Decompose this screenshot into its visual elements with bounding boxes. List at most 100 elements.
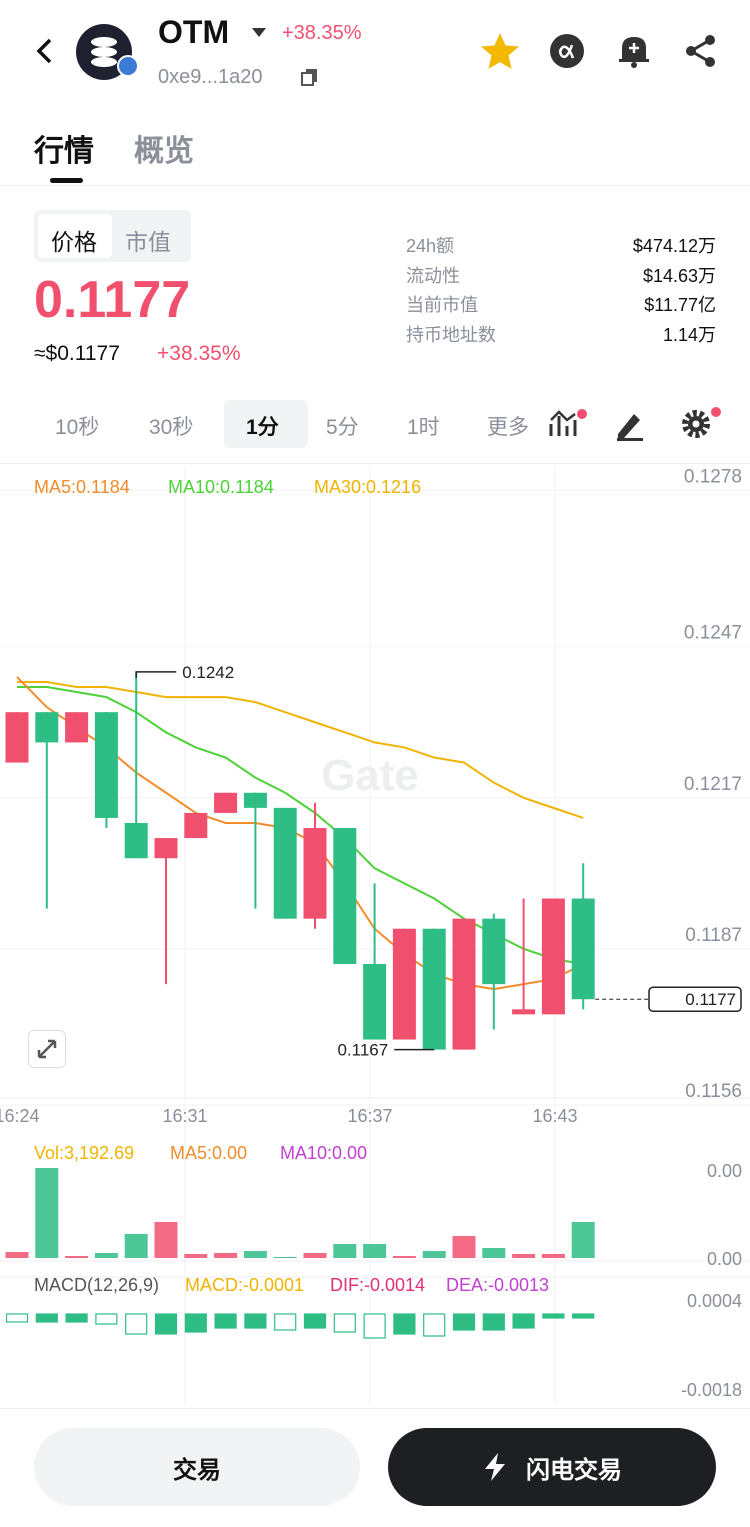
volume-bar bbox=[35, 1168, 59, 1258]
candle-body bbox=[35, 712, 59, 743]
macd-bar bbox=[65, 1313, 88, 1323]
ma-legend: MA30:0.1216 bbox=[314, 477, 421, 497]
volume-legend: MA5:0.00 bbox=[170, 1143, 247, 1163]
token-name: OTM bbox=[158, 14, 230, 50]
candle-body bbox=[273, 807, 297, 919]
volume-bar bbox=[124, 1233, 148, 1258]
volume-bar bbox=[243, 1250, 267, 1258]
flash-trade-button[interactable]: 闪电交易 bbox=[388, 1428, 716, 1506]
macd-bar bbox=[35, 1313, 58, 1323]
candle-body bbox=[482, 918, 506, 985]
volume-bar bbox=[392, 1256, 416, 1258]
volume-bar bbox=[571, 1222, 595, 1258]
macd-bar bbox=[542, 1313, 565, 1319]
tab-active[interactable]: 行情 bbox=[34, 135, 94, 168]
trade-button[interactable]: 交易 bbox=[34, 1428, 360, 1506]
price-usd: ≈$0.1177 bbox=[34, 342, 120, 365]
price: 0.1177 bbox=[34, 271, 191, 329]
candle-body bbox=[422, 928, 446, 1050]
macd-bar bbox=[274, 1313, 297, 1331]
expand-button[interactable] bbox=[28, 1030, 66, 1068]
stat-value: $474.12万 bbox=[632, 236, 716, 256]
settings-icon[interactable] bbox=[680, 404, 724, 442]
interval[interactable]: 5分 bbox=[326, 416, 359, 439]
macd-axis-label: -0.0018 bbox=[681, 1380, 742, 1400]
divider bbox=[0, 1408, 750, 1409]
candle-body bbox=[541, 898, 565, 1015]
interval[interactable]: 1分 bbox=[246, 416, 279, 439]
copy-icon[interactable] bbox=[300, 67, 320, 87]
volume-bar bbox=[184, 1253, 208, 1258]
candle-body bbox=[154, 838, 178, 859]
volume-bar bbox=[482, 1248, 506, 1258]
volume-bar bbox=[333, 1243, 357, 1258]
interval[interactable]: 30秒 bbox=[149, 416, 194, 439]
dropdown[interactable] bbox=[250, 26, 270, 40]
alpha-icon[interactable] bbox=[548, 32, 586, 70]
watermark: Gate bbox=[321, 751, 419, 800]
y-tick-label: 0.1156 bbox=[685, 1081, 742, 1102]
y-tick-label: 0.1217 bbox=[684, 774, 742, 795]
alert-icon[interactable] bbox=[616, 32, 652, 70]
y-tick-label: 0.1278 bbox=[684, 467, 742, 488]
back-button[interactable] bbox=[30, 34, 60, 68]
low-label: 0.1167 bbox=[337, 1041, 388, 1060]
volume-legend: MA10:0.00 bbox=[280, 1143, 367, 1163]
volume-bar bbox=[303, 1252, 327, 1258]
favorite-icon[interactable] bbox=[478, 30, 522, 74]
last-price-box bbox=[648, 986, 742, 1012]
macd-bar bbox=[482, 1313, 505, 1331]
candle-body bbox=[303, 828, 327, 919]
macd-bar bbox=[214, 1313, 237, 1329]
stat-value: $14.63万 bbox=[642, 265, 716, 286]
token-icon bbox=[76, 24, 139, 80]
button-label: 交易 bbox=[173, 1456, 221, 1484]
tab[interactable]: 概览 bbox=[134, 135, 194, 168]
macd-bar bbox=[244, 1313, 267, 1329]
candle-body bbox=[243, 792, 267, 808]
macd-bar bbox=[303, 1313, 327, 1329]
volume-bar bbox=[452, 1236, 476, 1258]
bolt-icon bbox=[485, 1453, 505, 1481]
toggle-option[interactable]: 市值 bbox=[125, 229, 171, 255]
candle-body bbox=[184, 812, 208, 839]
volume-bar bbox=[512, 1253, 536, 1258]
y-tick-label: 0.1187 bbox=[685, 925, 742, 946]
macd-bar bbox=[184, 1313, 207, 1333]
candle-body bbox=[94, 712, 118, 818]
macd-bar bbox=[572, 1313, 595, 1319]
candle-body bbox=[571, 898, 595, 1000]
macd-bar bbox=[393, 1313, 416, 1335]
high-pointer bbox=[135, 671, 177, 678]
interval-active-bg bbox=[224, 400, 308, 448]
candle-body bbox=[124, 822, 148, 859]
ma-legend: MA10:0.1184 bbox=[168, 477, 274, 497]
macd-bar bbox=[125, 1313, 148, 1335]
toggle-option[interactable]: 价格 bbox=[51, 229, 97, 255]
macd-bar bbox=[95, 1313, 118, 1325]
draw-icon[interactable] bbox=[614, 408, 648, 442]
last-price-label: 0.1177 bbox=[685, 990, 736, 1009]
interval[interactable]: 更多 bbox=[487, 416, 529, 439]
volume-bar bbox=[363, 1243, 387, 1258]
candle-body bbox=[5, 712, 29, 763]
volume-bar bbox=[541, 1253, 565, 1258]
chart: 16:24 16:31 16:37 16:43 0.1278 0.1247 0.1217 0.… bbox=[0, 465, 750, 1405]
high-label: 0.1242 bbox=[182, 663, 234, 682]
tab-indicator bbox=[50, 178, 83, 183]
interval[interactable]: 1时 bbox=[407, 416, 440, 439]
candle-body bbox=[512, 1009, 536, 1015]
volume-bar bbox=[422, 1250, 446, 1258]
candle-body bbox=[214, 792, 238, 813]
indicator-icon[interactable] bbox=[548, 406, 592, 442]
interval[interactable]: 10秒 bbox=[55, 416, 100, 439]
macd-legend: DEA:-0.0013 bbox=[446, 1275, 549, 1295]
share-icon[interactable] bbox=[682, 32, 720, 70]
expand-icon bbox=[37, 1039, 57, 1059]
token-address: 0xe9...1a20 bbox=[158, 66, 263, 88]
x-tick-label: 16:37 bbox=[347, 1106, 392, 1126]
candle-body bbox=[363, 963, 387, 1040]
macd-legend: DIF:-0.0014 bbox=[330, 1275, 425, 1295]
macd-bar bbox=[452, 1313, 476, 1331]
